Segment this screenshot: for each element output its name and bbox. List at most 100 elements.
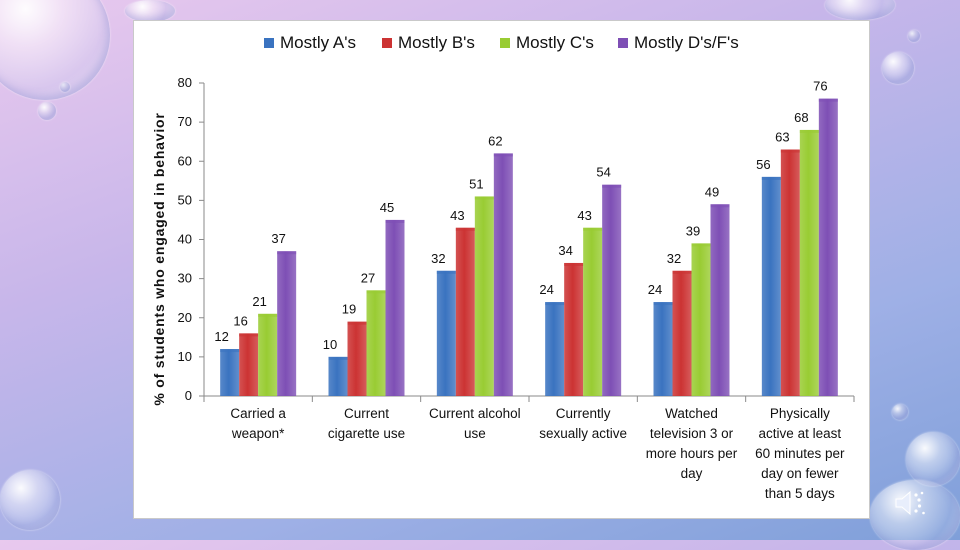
y-tick-label: 30	[178, 271, 192, 286]
data-label: 43	[577, 208, 591, 223]
data-label: 54	[596, 165, 610, 180]
legend-swatch	[500, 38, 510, 48]
bubble-decoration	[892, 404, 908, 420]
bar-top-bevel	[710, 204, 730, 208]
data-label: 63	[775, 130, 789, 145]
data-label: 12	[214, 329, 228, 344]
bubble-decoration	[908, 30, 920, 42]
category-label-line: Currently	[556, 406, 611, 421]
bar-top-bevel	[258, 313, 278, 317]
bar	[277, 251, 297, 396]
bubble-decoration	[825, 0, 895, 20]
bar-top-bevel	[602, 184, 622, 188]
bar-top-bevel	[780, 149, 800, 153]
data-label: 19	[342, 302, 356, 317]
category-label: Physically active at least 60 minutes per d…	[755, 406, 845, 501]
category-label: Current cigarette use	[328, 406, 405, 441]
bar-top-bevel	[239, 333, 259, 337]
category-label-line: Current alcohol	[429, 406, 521, 421]
bar	[220, 349, 240, 396]
bar-top-bevel	[277, 251, 297, 255]
bar-top-bevel	[455, 227, 475, 231]
category-label-line: than 5 days	[765, 486, 835, 501]
bar	[347, 321, 367, 396]
y-tick-label: 80	[178, 75, 192, 90]
y-tick-label: 0	[185, 388, 192, 403]
bubble-decoration	[870, 480, 960, 550]
bubble-decoration	[906, 432, 960, 486]
category-label-line: television 3 or	[650, 426, 734, 441]
data-label: 56	[756, 157, 770, 172]
bar	[493, 153, 513, 396]
speaker-icon[interactable]	[892, 486, 926, 520]
category-label-line: Carried a	[230, 406, 286, 421]
category-label-line: more hours per	[646, 446, 738, 461]
bubble-decoration	[60, 82, 70, 92]
data-label: 24	[539, 282, 553, 297]
bar	[545, 302, 565, 396]
data-label: 21	[252, 294, 266, 309]
data-label: 27	[361, 270, 375, 285]
category-label: Carried a weapon*	[230, 406, 286, 441]
data-label: 37	[271, 231, 285, 246]
bar-top-bevel	[691, 243, 711, 247]
category-label-line: sexually active	[539, 426, 627, 441]
bar-top-bevel	[761, 176, 781, 180]
bar	[672, 270, 692, 396]
y-tick-label: 50	[178, 192, 192, 207]
bar	[799, 129, 819, 396]
data-label: 34	[558, 243, 572, 258]
legend-label: Mostly C's	[516, 33, 594, 52]
bar-top-bevel	[220, 349, 240, 353]
bar-top-bevel	[436, 270, 456, 274]
y-tick-label: 70	[178, 114, 192, 129]
category-label-line: 60 minutes per	[755, 446, 845, 461]
bubble-decoration	[0, 0, 110, 100]
data-label: 49	[705, 184, 719, 199]
category-label-line: day	[681, 466, 703, 481]
bar-top-bevel	[366, 290, 386, 294]
y-axis-title: % of students who engaged in behavior	[151, 112, 167, 405]
category-label: Current alcohol use	[429, 406, 521, 441]
data-label: 76	[813, 79, 827, 94]
data-label: 16	[233, 313, 247, 328]
category-label: Watched television 3 or more hours per day	[646, 406, 738, 481]
data-label: 43	[450, 208, 464, 223]
bar-top-bevel	[564, 262, 584, 266]
bar-top-bevel	[672, 270, 692, 274]
bar-top-bevel	[653, 302, 673, 306]
y-tick-label: 20	[178, 310, 192, 325]
bar-top-bevel	[545, 302, 565, 306]
bar	[474, 196, 494, 396]
data-label: 51	[469, 176, 483, 191]
bar	[564, 262, 584, 396]
y-tick-label: 10	[178, 349, 192, 364]
bubble-decoration	[38, 102, 56, 120]
data-label: 10	[323, 337, 337, 352]
bar	[602, 184, 622, 396]
category-label-line: day on fewer	[761, 466, 839, 481]
category-label-line: Physically	[770, 406, 830, 421]
data-label: 32	[667, 251, 681, 266]
bar	[691, 243, 711, 396]
category-label-line: Current	[344, 406, 389, 421]
bar-top-bevel	[328, 356, 348, 360]
y-tick-label: 40	[178, 232, 192, 247]
category-label-line: Watched	[665, 406, 718, 421]
bubble-decoration	[882, 52, 914, 84]
bubble-decoration	[0, 470, 60, 530]
chart-panel: 0 10 20 30 40 50 60 70 80 Carried a weapon* Curren…	[133, 20, 870, 519]
data-label: 24	[648, 282, 662, 297]
category-label-line: cigarette use	[328, 426, 405, 441]
bar-top-bevel	[385, 219, 405, 223]
bubble-decoration	[125, 0, 175, 22]
category-label-line: use	[464, 426, 486, 441]
bar-chart: 0 10 20 30 40 50 60 70 80 Carried a weapon* Curren…	[151, 33, 855, 501]
bar-top-bevel	[799, 129, 819, 133]
legend-swatch	[382, 38, 392, 48]
bar-top-bevel	[474, 196, 494, 200]
bar	[710, 204, 730, 396]
legend-label: Mostly A's	[280, 33, 356, 52]
bars-layer	[220, 98, 838, 397]
bar-top-bevel	[583, 227, 603, 231]
